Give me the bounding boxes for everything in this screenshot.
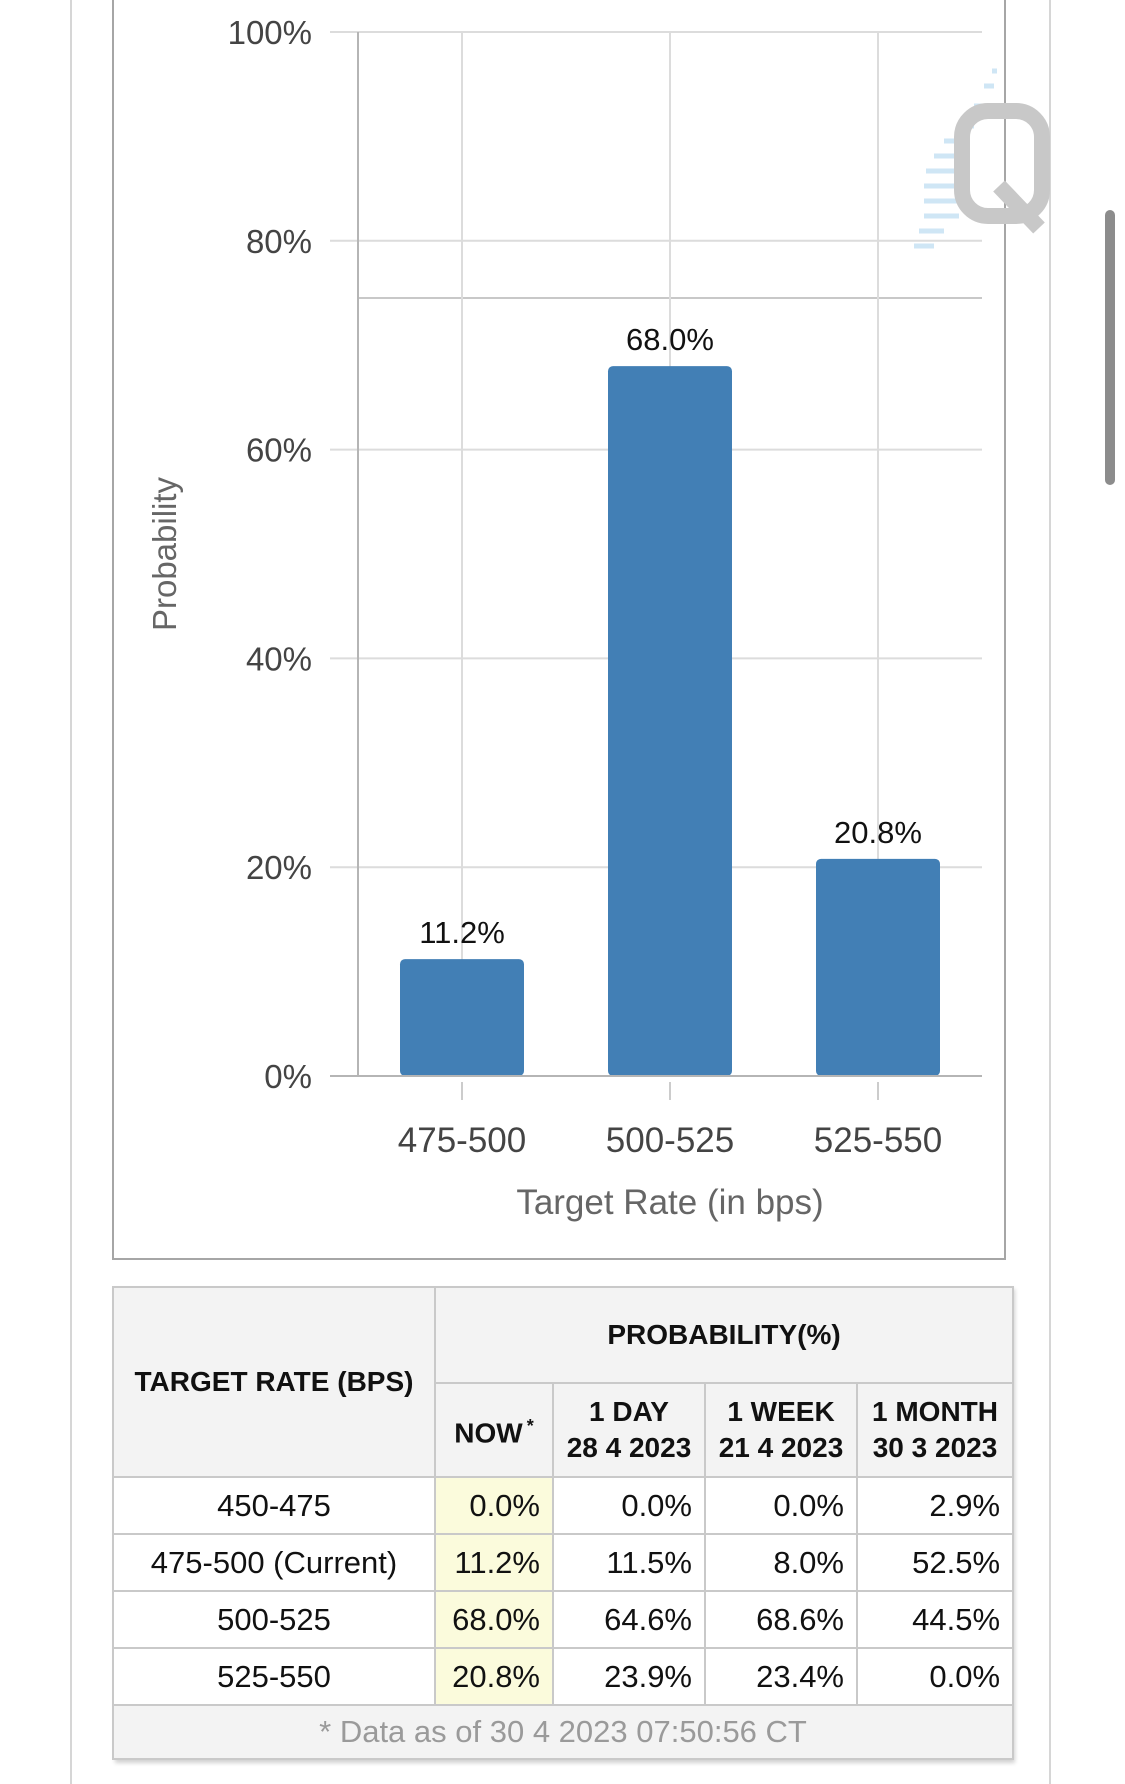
- col-1week-label: 1 WEEK: [727, 1396, 835, 1427]
- cell-1month: 2.9%: [855, 1476, 1015, 1535]
- cell-1week: 68.6%: [704, 1590, 858, 1649]
- scrollbar[interactable]: [1105, 210, 1115, 485]
- col-now-header: NOW *: [434, 1382, 554, 1478]
- col-1week-header: 1 WEEK 21 4 2023: [704, 1382, 858, 1478]
- x-tick-label: 475-500: [398, 1121, 526, 1160]
- bar: [816, 858, 940, 1076]
- y-axis-title: Probability: [146, 476, 183, 631]
- probability-header: PROBABILITY(%): [433, 1286, 1015, 1384]
- table-row: 475-500 (Current) 11.2% 11.5% 8.0% 52.5%: [112, 1533, 1015, 1592]
- probability-table: TARGET RATE (BPS) PROBABILITY(%) NOW * 1 …: [111, 1286, 1015, 1760]
- y-tick-label: 80%: [246, 223, 312, 260]
- table-row: 525-550 20.8% 23.9% 23.4% 0.0%: [112, 1647, 1015, 1706]
- cell-1week: 23.4%: [704, 1647, 858, 1706]
- col-1day-header: 1 DAY 28 4 2023: [552, 1382, 706, 1478]
- data-label: 20.8%: [834, 815, 922, 850]
- bar: [608, 366, 732, 1077]
- cell-now: 11.2%: [434, 1533, 554, 1592]
- cell-1day: 0.0%: [552, 1476, 706, 1535]
- y-tick-label: 0%: [264, 1058, 312, 1095]
- cell-1month: 0.0%: [855, 1647, 1015, 1706]
- y-tick-label: 20%: [246, 849, 312, 886]
- col-1week-date: 21 4 2023: [718, 1432, 844, 1463]
- y-tick-label: 100%: [228, 14, 312, 51]
- cell-1day: 23.9%: [552, 1647, 706, 1706]
- bar-layer: [400, 366, 940, 1077]
- footnote-marker: *: [526, 1416, 534, 1437]
- row-rate: 525-550: [112, 1647, 436, 1706]
- q-logo-watermark: [914, 68, 1050, 249]
- col-1day-label: 1 DAY: [589, 1396, 669, 1427]
- outer-frame-left: [70, 0, 72, 1784]
- cell-1week: 0.0%: [704, 1476, 858, 1535]
- cell-1day: 11.5%: [552, 1533, 706, 1592]
- footnote-row: * Data as of 30 4 2023 07:50:56 CT: [111, 1704, 1015, 1760]
- bar-chart: 0% 20% 40% 60% 80% 100% 11.2% 475-500 68.0% 500-5…: [146, 14, 982, 1222]
- bar: [400, 959, 524, 1076]
- x-tick-label: 525-550: [814, 1121, 942, 1160]
- cell-1week: 8.0%: [704, 1533, 858, 1592]
- col-1month-label: 1 MONTH: [872, 1396, 998, 1427]
- cell-1month: 44.5%: [855, 1590, 1015, 1649]
- table-row: 450-475 0.0% 0.0% 0.0% 2.9%: [112, 1476, 1015, 1535]
- col-1month-header: 1 MONTH 30 3 2023: [855, 1382, 1015, 1478]
- cell-1day: 64.6%: [552, 1590, 706, 1649]
- table-row: 500-525 68.0% 64.6% 68.6% 44.5%: [112, 1590, 1015, 1649]
- row-rate: 475-500 (Current): [112, 1533, 436, 1592]
- col-now-label: NOW: [454, 1417, 523, 1449]
- label-layer: 0% 20% 40% 60% 80% 100% 11.2% 475-500 68.0% 500-5…: [228, 14, 982, 1160]
- cell-now: 68.0%: [434, 1590, 554, 1649]
- cell-1month: 52.5%: [855, 1533, 1015, 1592]
- target-rate-header: TARGET RATE (BPS): [112, 1286, 436, 1478]
- cell-now: 0.0%: [434, 1476, 554, 1535]
- row-rate: 500-525: [112, 1590, 436, 1649]
- chart-panel: 0% 20% 40% 60% 80% 100% 11.2% 475-500 68.0% 500-5…: [112, 0, 1050, 1260]
- data-timestamp-footnote: * Data as of 30 4 2023 07:50:56 CT: [111, 1704, 1015, 1760]
- data-label: 68.0%: [626, 322, 714, 357]
- x-tick-label: 500-525: [606, 1121, 734, 1160]
- col-1day-date: 28 4 2023: [566, 1432, 692, 1463]
- y-tick-label: 60%: [246, 432, 312, 469]
- data-label: 11.2%: [419, 915, 505, 950]
- y-tick-label: 40%: [246, 640, 312, 677]
- outer-frame-right: [1049, 0, 1051, 1784]
- col-1month-date: 30 3 2023: [872, 1432, 998, 1463]
- x-axis-title: Target Rate (in bps): [516, 1183, 823, 1222]
- cell-now: 20.8%: [434, 1647, 554, 1706]
- row-rate: 450-475: [112, 1476, 436, 1535]
- probability-table-container: TARGET RATE (BPS) PROBABILITY(%) NOW * 1 …: [111, 1286, 1015, 1760]
